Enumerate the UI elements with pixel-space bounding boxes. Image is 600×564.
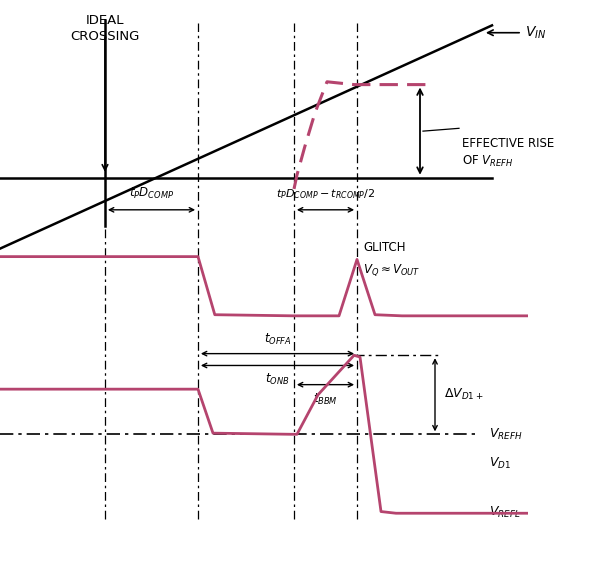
Text: $t_{OFFA}$: $t_{OFFA}$ bbox=[263, 332, 292, 347]
Text: IDEAL
CROSSING: IDEAL CROSSING bbox=[70, 14, 140, 43]
Text: $V_{REFH}$: $V_{REFH}$ bbox=[489, 427, 523, 442]
Text: EFFECTIVE RISE
OF $V_{REFH}$: EFFECTIVE RISE OF $V_{REFH}$ bbox=[462, 136, 554, 169]
Text: GLITCH: GLITCH bbox=[363, 241, 406, 254]
Text: $V_{REFL}$: $V_{REFL}$ bbox=[489, 505, 521, 519]
Text: $V_{IN}$: $V_{IN}$ bbox=[525, 24, 547, 41]
Text: $V_Q \approx V_{OUT}$: $V_Q \approx V_{OUT}$ bbox=[363, 262, 421, 278]
Text: $V_{D1}$: $V_{D1}$ bbox=[489, 456, 511, 471]
Text: $t_P D_{COMP}$: $t_P D_{COMP}$ bbox=[129, 186, 174, 201]
Text: $\Delta V_{D1+}$: $\Delta V_{D1+}$ bbox=[444, 387, 484, 402]
Text: $t_{ONB}$: $t_{ONB}$ bbox=[265, 372, 290, 387]
Text: $t_{BBM}$: $t_{BBM}$ bbox=[313, 391, 338, 407]
Text: $t_P D_{COMP} - t_{RCOMP}/2$: $t_P D_{COMP} - t_{RCOMP}/2$ bbox=[276, 187, 375, 201]
